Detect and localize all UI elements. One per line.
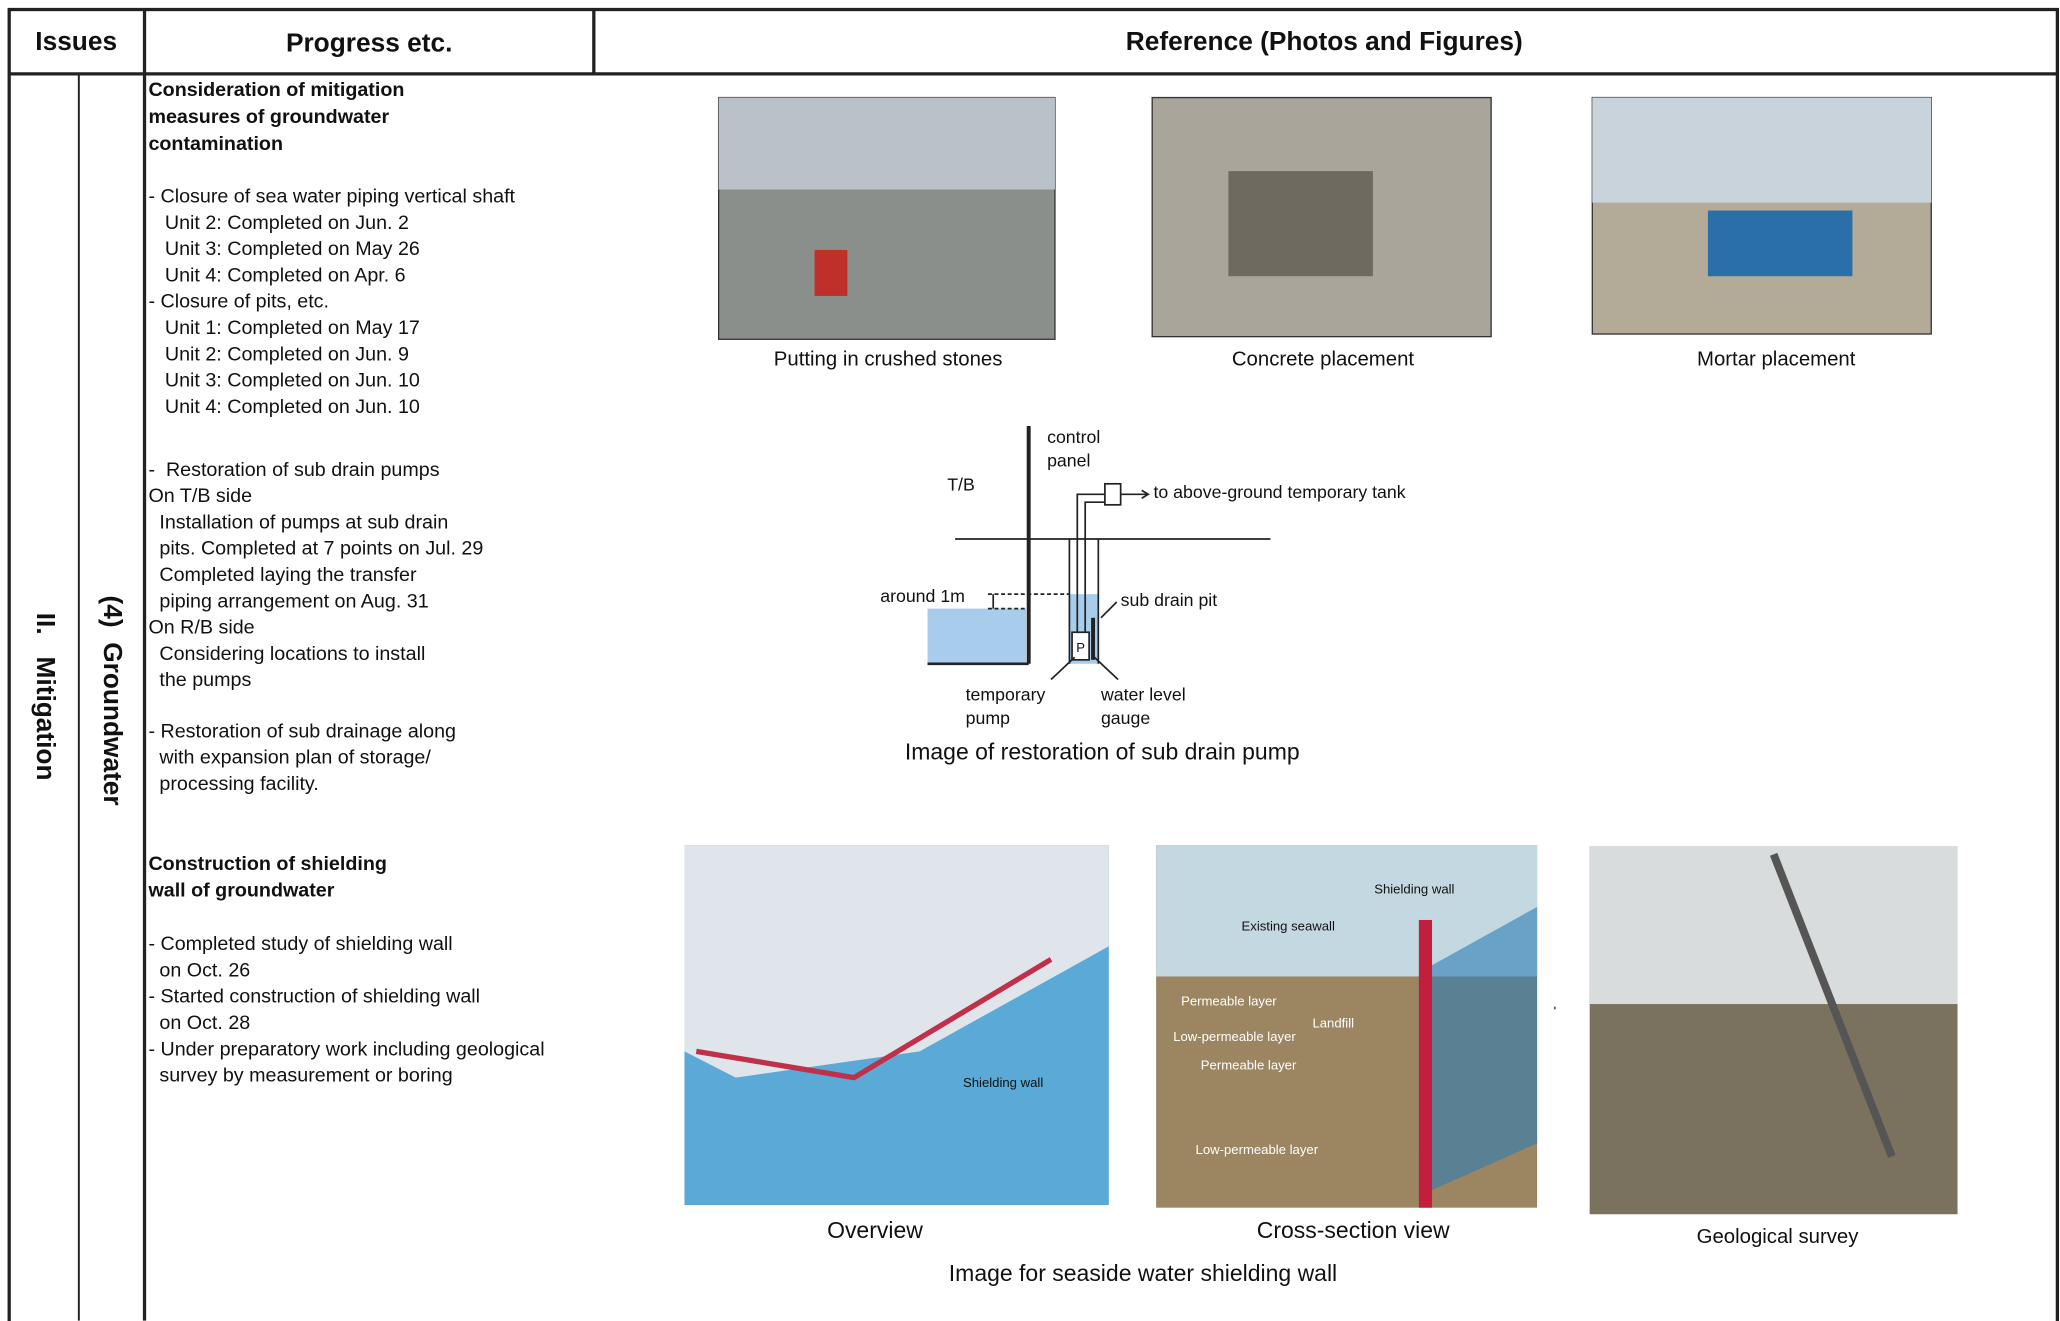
text: - Completed study of shielding wall <box>148 933 452 955</box>
text: Progress etc. <box>286 28 452 58</box>
text: Shielding wall <box>1374 882 1454 897</box>
text: Consideration of mitigation <box>148 79 404 101</box>
text: with expansion plan of storage/ <box>148 747 431 769</box>
text: Reference (Photos and Figures) <box>1126 26 1523 56</box>
text: Geological survey <box>1697 1226 1860 1248</box>
text: On T/B side <box>148 485 252 507</box>
text: sub drain pit <box>1121 590 1218 610</box>
text: - Restoration of sub drain pumps <box>148 459 439 481</box>
drain-diagram <box>927 425 1271 681</box>
text: Completed laying the transfer <box>148 564 417 586</box>
text: - Under preparatory work including geolo… <box>148 1038 544 1060</box>
text: Unit 2: Completed on Jun. 2 <box>148 212 408 234</box>
text: water level <box>1100 685 1186 705</box>
text: panel <box>1047 451 1090 471</box>
text: control <box>1047 427 1100 447</box>
text: gauge <box>1101 708 1150 728</box>
text: - Closure of pits, etc. <box>148 291 329 313</box>
text: Permeable layer <box>1201 1058 1297 1073</box>
text: temporary <box>966 685 1046 705</box>
text: Image of restoration of sub drain pump <box>905 739 1300 765</box>
text: piping arrangement on Aug. 31 <box>148 590 428 612</box>
text: Unit 2: Completed on Jun. 9 <box>148 343 409 365</box>
text: around 1m <box>880 586 965 606</box>
text: (4) Groundwater <box>98 595 128 805</box>
text: - Restoration of sub drainage along <box>148 720 456 742</box>
text: Shielding wall <box>963 1075 1043 1090</box>
text: Unit 4: Completed on Apr. 6 <box>148 264 405 286</box>
text: to above-ground temporary tank <box>1153 482 1405 502</box>
text: survey by measurement or boring <box>148 1065 452 1087</box>
text: pump <box>966 708 1010 728</box>
text: Overview <box>827 1217 923 1243</box>
text: Low-permeable layer <box>1196 1142 1319 1157</box>
text: Low-permeable layer <box>1173 1029 1296 1044</box>
text: Unit 1: Completed on May 17 <box>148 317 419 339</box>
text: contamination <box>148 133 283 155</box>
text: Considering locations to install <box>148 643 425 665</box>
text: II. Mitigation <box>31 613 61 781</box>
text: Cross-section view <box>1257 1217 1450 1243</box>
text: processing facility. <box>148 773 318 795</box>
text: Image for seaside water shielding wall <box>949 1260 1337 1286</box>
text: on Oct. 28 <box>148 1012 250 1034</box>
text: Unit 4: Completed on Jun. 10 <box>148 396 419 418</box>
table-frame <box>7 7 2060 1321</box>
text: Unit 3: Completed on May 26 <box>148 238 419 260</box>
text: Installation of pumps at sub drain <box>148 511 448 533</box>
text: Issues <box>35 26 117 56</box>
text: Landfill <box>1312 1016 1354 1031</box>
text: Existing seawall <box>1242 918 1335 933</box>
text: pits. Completed at 7 points on Jul. 29 <box>148 538 483 560</box>
text: - Started construction of shielding wall <box>148 986 480 1008</box>
text: measures of groundwater <box>148 106 389 128</box>
text: Permeable layer <box>1181 993 1277 1008</box>
text: - Closure of sea water piping vertical s… <box>148 186 515 208</box>
text: wall of groundwater <box>147 879 334 901</box>
text: Construction of shielding <box>148 853 386 875</box>
text: the pumps <box>148 669 251 691</box>
text: Unit 3: Completed on Jun. 10 <box>148 370 419 392</box>
text: on Oct. 26 <box>148 959 250 981</box>
photos <box>684 96 1958 1215</box>
text: Putting in crushed stones <box>774 349 1003 371</box>
text: Mortar placement <box>1697 349 1856 371</box>
text: P <box>1076 640 1085 655</box>
text: T/B <box>947 474 975 494</box>
text: On R/B side <box>148 617 254 639</box>
text: Concrete placement <box>1232 349 1415 371</box>
